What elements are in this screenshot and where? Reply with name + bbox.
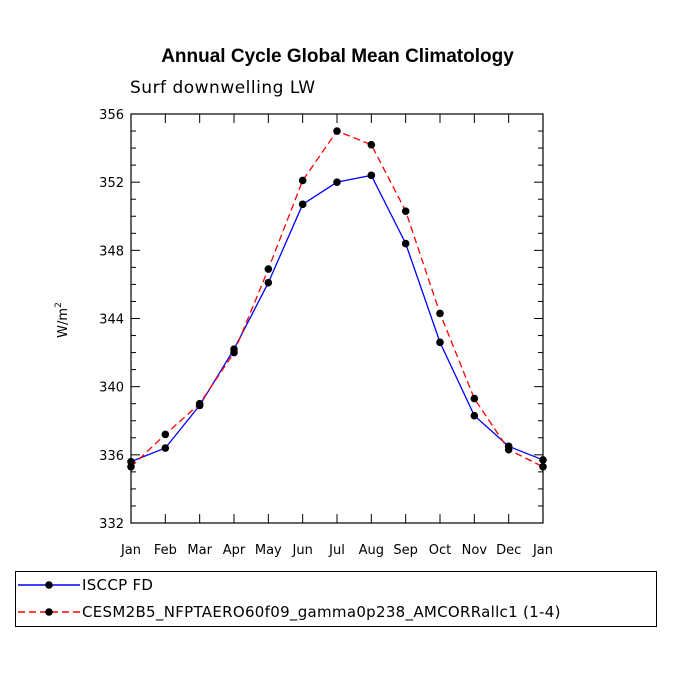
x-tick-label: Jan	[532, 543, 553, 558]
legend-swatch-cesm	[18, 608, 80, 616]
x-tick-label: Jul	[328, 543, 345, 558]
series-1-point	[127, 462, 135, 471]
x-tick-label: Aug	[359, 543, 384, 558]
series-1-point	[161, 430, 170, 439]
y-tick-label: 356	[99, 108, 124, 123]
x-tick-label: Dec	[496, 543, 521, 558]
y-axis-label: W/m2	[54, 302, 71, 338]
legend-label-cesm: CESM2B5_NFPTAERO60f09_gamma0p238_AMCORRa…	[82, 603, 561, 621]
y-tick-label: 340	[99, 381, 124, 396]
series-0-point	[367, 171, 376, 180]
plot-frame	[130, 113, 544, 524]
series-1-point	[436, 309, 444, 318]
series-0-point	[264, 278, 273, 287]
series-0-point	[436, 338, 444, 347]
x-tick-label: Jun	[292, 543, 313, 558]
legend-item-cesm: CESM2B5_NFPTAERO60f09_gamma0p238_AMCORRa…	[16, 601, 561, 623]
series-1-point	[230, 348, 238, 357]
chart-title: Annual Cycle Global Mean Climatology	[161, 46, 514, 67]
y-tick-label: 348	[99, 244, 124, 259]
series-1-point	[470, 394, 479, 403]
x-tick-label: Feb	[154, 543, 177, 558]
x-tick-label: Sep	[393, 543, 418, 558]
x-tick-label: May	[255, 543, 282, 558]
x-tick-label: Oct	[429, 543, 451, 558]
series-line-0	[130, 174, 544, 463]
series-0-point	[539, 456, 547, 464]
chart-subtitle: Surf downwelling LW	[130, 78, 316, 98]
x-tick-label: Apr	[223, 543, 246, 558]
y-tick-label: 332	[99, 517, 124, 532]
y-axis-label-text: W/m	[56, 308, 71, 338]
series-1-point	[539, 462, 547, 471]
series-1-point	[504, 445, 513, 454]
series-0-point	[333, 178, 341, 186]
legend-label-isccp: ISCCP FD	[82, 576, 154, 594]
series-0-point	[470, 411, 479, 420]
x-tick-label: Jan	[120, 543, 141, 558]
y-tick-label: 344	[99, 313, 124, 328]
y-tick-label: 352	[99, 176, 124, 191]
series-1-point	[367, 140, 376, 149]
x-tick-label: Mar	[187, 543, 212, 558]
series-1-point	[298, 176, 307, 185]
y-axis-label-superscript: 2	[54, 302, 64, 308]
series-1-point	[333, 127, 341, 135]
series-1-point	[264, 265, 273, 273]
series-1-point	[195, 399, 204, 408]
series-1-point	[401, 207, 410, 215]
legend-item-isccp: ISCCP FD	[16, 574, 153, 596]
series-0-point	[401, 239, 410, 248]
x-tick-label: Nov	[462, 543, 488, 558]
y-tick-label: 336	[99, 449, 124, 464]
series-0-point	[161, 444, 170, 452]
series-0-point	[298, 200, 307, 209]
legend: ISCCP FD CESM2B5_NFPTAERO60f09_gamma0p23…	[15, 571, 657, 627]
legend-swatch-isccp	[18, 581, 80, 589]
